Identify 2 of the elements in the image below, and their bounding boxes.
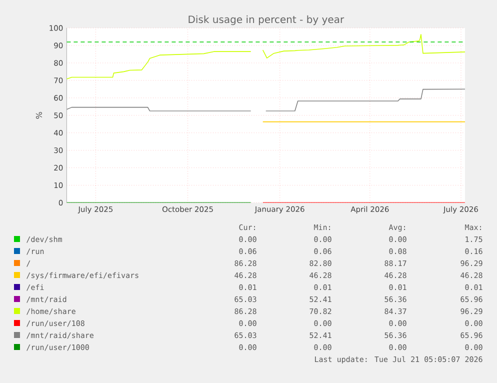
y-axis-title: % — [36, 112, 42, 119]
chart-title: Disk usage in percent - by year — [188, 15, 344, 26]
